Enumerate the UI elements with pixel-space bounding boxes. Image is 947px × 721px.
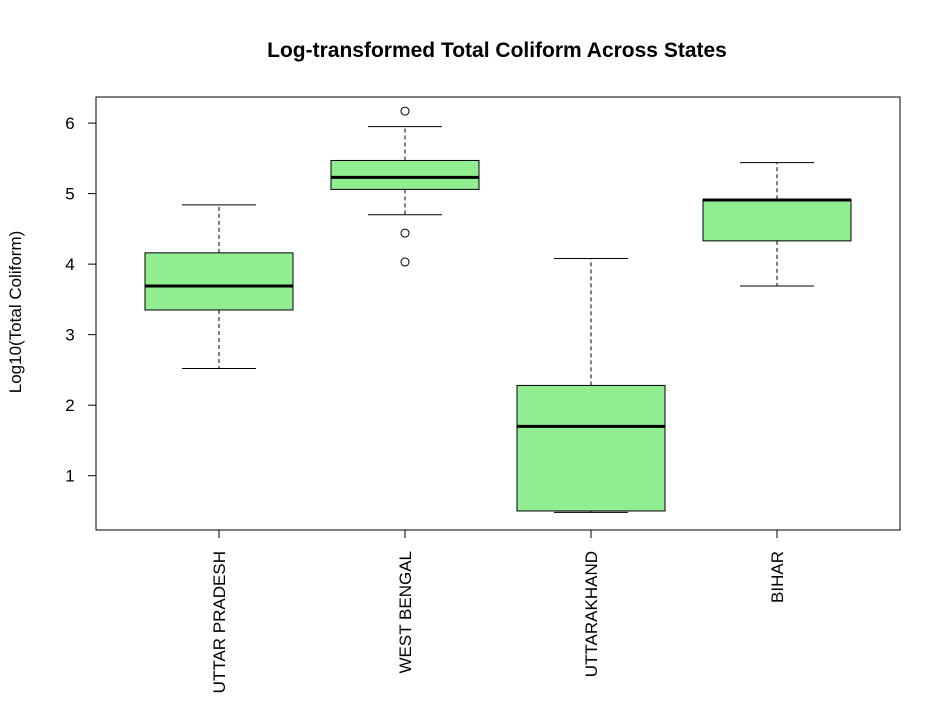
iqr-box bbox=[516, 384, 666, 512]
y-tick-label: 4 bbox=[65, 255, 74, 274]
outlier-point bbox=[400, 228, 410, 238]
box-1 bbox=[144, 204, 294, 370]
x-tick-label: BIHAR bbox=[768, 551, 787, 603]
box-4 bbox=[702, 162, 852, 287]
x-tick-label: UTTARAKHAND bbox=[582, 551, 601, 677]
box-2 bbox=[330, 106, 480, 267]
x-tick-label: UTTAR PRADESH bbox=[210, 551, 229, 693]
iqr-box bbox=[144, 252, 294, 311]
y-tick-label: 1 bbox=[65, 467, 74, 486]
y-tick-label: 5 bbox=[65, 185, 74, 204]
x-axis: UTTAR PRADESH WEST BENGAL UTTARAKHAND BIHAR bbox=[210, 530, 787, 693]
y-tick-label: 2 bbox=[65, 396, 74, 415]
y-axis: 1 2 3 4 5 6 bbox=[65, 114, 97, 486]
outlier-point bbox=[400, 257, 410, 267]
chart-title: Log-transformed Total Coliform Across St… bbox=[267, 39, 727, 62]
plot-frame bbox=[95, 96, 901, 531]
outlier-point bbox=[400, 106, 410, 116]
x-tick-label: WEST BENGAL bbox=[396, 551, 415, 674]
y-axis-label: Log10(Total Coliform) bbox=[6, 231, 25, 394]
iqr-box bbox=[702, 198, 852, 242]
y-tick-label: 3 bbox=[65, 326, 74, 345]
box-3 bbox=[516, 257, 666, 513]
iqr-box bbox=[330, 159, 480, 190]
y-tick-label: 6 bbox=[65, 114, 74, 133]
boxes bbox=[144, 106, 852, 513]
